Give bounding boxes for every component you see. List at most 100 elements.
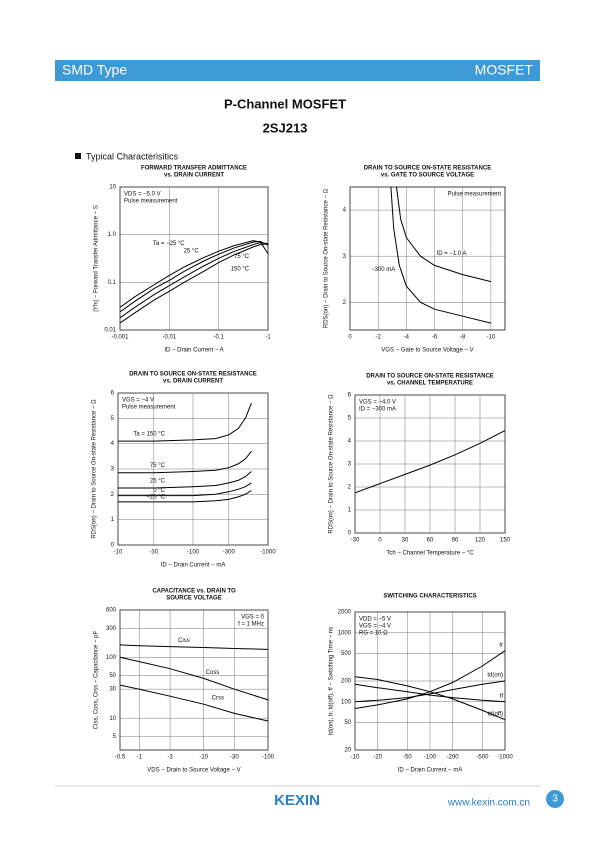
chart-title: CAPACITANCE vs. DRAIN TO xyxy=(152,589,236,595)
series-line xyxy=(354,430,506,494)
y-tick-label: 0.01 xyxy=(104,328,116,334)
series-line xyxy=(118,450,252,474)
title: P-Channel MOSFET xyxy=(224,96,346,111)
x-tick-label: 0 xyxy=(378,538,382,544)
series-line xyxy=(118,482,252,497)
y-tick-label: 5 xyxy=(348,416,352,422)
series-line xyxy=(354,683,506,703)
series-label: 0 °C xyxy=(153,488,165,494)
chart-title: vs. CHANNEL TEMPERATURE xyxy=(387,381,473,387)
x-tick-label: -10 xyxy=(199,755,208,761)
x-axis-label: Tch − Channel Temperature − °C xyxy=(386,551,474,557)
series-label: 25 °C xyxy=(150,478,166,484)
series-line xyxy=(118,471,252,489)
series-label: Crss xyxy=(212,696,224,702)
x-tick-label: -1 xyxy=(265,335,271,341)
y-tick-label: 1 xyxy=(111,517,115,523)
page-badge xyxy=(546,790,564,808)
y-axis-label: RDS(on) − Drain to Source On-state Resis… xyxy=(92,399,98,539)
series-line xyxy=(354,680,506,703)
x-axis-label: VGS − Gate to Source Voltage − V xyxy=(381,348,473,354)
x-tick-label: 60 xyxy=(427,538,434,544)
x-tick-label: -1000 xyxy=(497,755,513,761)
y-tick-label: 300 xyxy=(106,626,117,632)
y-tick-label: 100 xyxy=(341,699,352,705)
x-tick-label: 120 xyxy=(475,538,486,544)
series-line xyxy=(354,676,506,721)
x-axis-label: VDS − Drain to Source Voltage − V xyxy=(147,768,240,774)
annotation: VDD = −5 V xyxy=(359,617,391,623)
annotation: VGS = −4 V xyxy=(122,398,154,404)
chart-title: DRAIN TO SOURCE ON-STATE RESISTANCE xyxy=(366,374,494,380)
x-tick-label: -30 xyxy=(149,550,158,556)
x-tick-label: -50 xyxy=(403,755,412,761)
series-line xyxy=(119,242,269,319)
x-tick-label: 0 xyxy=(348,335,352,341)
chart-title: vs. DRAIN CURRENT xyxy=(163,379,223,385)
series-line xyxy=(118,402,252,442)
series-label: −300 mA xyxy=(371,267,395,273)
x-tick-label: -300 xyxy=(223,550,236,556)
y-tick-label: 3 xyxy=(111,467,115,473)
chart-title: SOURCE VOLTAGE xyxy=(166,596,221,602)
y-tick-label: 4 xyxy=(111,441,115,447)
x-tick-label: -100 xyxy=(424,755,437,761)
header-left: SMD Type xyxy=(62,62,127,78)
x-tick-label: -30 xyxy=(230,755,239,761)
y-axis-label: RDS(on) − Drain to Source On-state Resis… xyxy=(324,188,330,328)
y-tick-label: 0.1 xyxy=(108,280,117,286)
annotation: f = 1 MHz xyxy=(238,622,264,628)
y-tick-label: 600 xyxy=(106,608,117,614)
annotation: VGS = −4.0 V xyxy=(359,400,396,406)
series-label: td(off) xyxy=(487,711,503,717)
x-tick-label: -1000 xyxy=(260,550,276,556)
chart-title: vs. GATE TO SOURCE VOLTAGE xyxy=(381,173,474,179)
x-tick-label: -0.01 xyxy=(162,335,176,341)
annotation: Pulse measurement xyxy=(448,192,502,198)
series-label: −25 °C xyxy=(146,495,165,501)
subtitle: 2SJ213 xyxy=(263,120,308,135)
y-tick-label: 20 xyxy=(344,748,351,754)
series-line xyxy=(118,490,252,503)
y-axis-label: RDS(on) − Drain to Source On-state Resis… xyxy=(329,394,335,534)
series-label: Ciss xyxy=(178,638,190,644)
chart-title: FORWARD TRANSFER ADMITTANCE xyxy=(141,166,247,172)
annotation: ID = −300 mA xyxy=(359,407,396,413)
x-tick-label: -20 xyxy=(373,755,382,761)
series-line xyxy=(119,243,269,324)
chart-title: DRAIN TO SOURCE ON-STATE RESISTANCE xyxy=(129,372,257,378)
series-label: ID = −1.0 A xyxy=(437,251,467,257)
x-tick-label: 90 xyxy=(452,538,459,544)
series-label: 25 °C xyxy=(184,249,200,255)
header-bar xyxy=(55,60,540,81)
x-tick-label: -2 xyxy=(376,335,382,341)
series-line xyxy=(119,644,269,650)
y-tick-label: 200 xyxy=(341,679,352,685)
y-tick-label: 2 xyxy=(343,300,347,306)
x-tick-label: -8 xyxy=(460,335,466,341)
y-tick-label: 5 xyxy=(113,734,117,740)
y-tick-label: 1 xyxy=(348,508,352,514)
x-axis-label: ID − Drain Current − A xyxy=(164,348,223,354)
series-line xyxy=(390,186,492,324)
y-tick-label: 2000 xyxy=(338,610,352,616)
y-tick-label: 1000 xyxy=(338,630,352,636)
y-tick-label: 10 xyxy=(109,716,116,722)
x-tick-label: -10 xyxy=(351,755,360,761)
section-title: Typical Characterisitics xyxy=(86,151,179,161)
annotation: Pulse measurement xyxy=(122,405,176,411)
series-label: 75 °C xyxy=(150,463,166,469)
y-axis-label: |Yfs| − Forward Transfer Admittance − S xyxy=(94,205,100,312)
x-tick-label: -200 xyxy=(447,755,460,761)
y-tick-label: 0 xyxy=(111,543,115,549)
y-axis-label: Ciss, Coss, Crss − Capacitance − pF xyxy=(94,630,100,729)
y-tick-label: 4 xyxy=(343,208,347,214)
series-line xyxy=(119,240,269,313)
x-axis-label: ID − Drain Current − mA xyxy=(398,768,463,774)
x-tick-label: -3 xyxy=(167,755,173,761)
series-line xyxy=(119,684,269,722)
x-tick-label: -500 xyxy=(476,755,489,761)
y-tick-label: 4 xyxy=(348,439,352,445)
y-axis-label: td(on), tr, td(off), tf − Switching Time… xyxy=(329,627,335,735)
